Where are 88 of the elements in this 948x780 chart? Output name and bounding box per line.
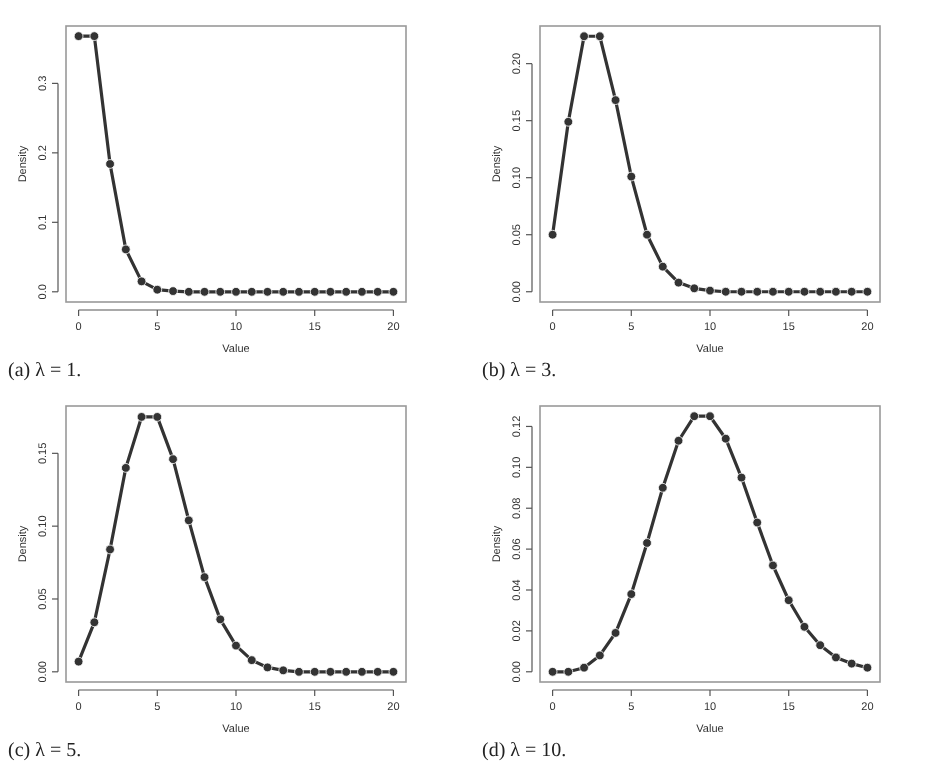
point: [689, 411, 700, 422]
point: [372, 286, 383, 297]
point: [231, 640, 241, 651]
point: [799, 622, 810, 632]
point: [783, 286, 794, 297]
point: [736, 286, 747, 297]
point: [309, 286, 320, 297]
point: [579, 31, 589, 42]
point: [215, 286, 226, 297]
point: [357, 286, 367, 297]
point: [846, 658, 857, 669]
point: [309, 667, 320, 677]
point: [610, 95, 621, 105]
point: [215, 614, 226, 625]
point: [595, 650, 605, 661]
point: [595, 31, 605, 42]
point: [341, 286, 351, 297]
point: [231, 286, 241, 297]
point: [547, 666, 558, 677]
point: [372, 667, 383, 677]
point: [73, 656, 84, 667]
point: [341, 667, 351, 677]
point: [152, 284, 163, 295]
point: [831, 652, 841, 663]
point: [705, 285, 715, 296]
point: [547, 229, 558, 240]
point: [199, 286, 210, 297]
point: [673, 277, 684, 288]
point: [642, 229, 652, 240]
point: [768, 286, 778, 297]
point: [626, 589, 637, 599]
point: [73, 31, 84, 41]
point: [388, 667, 399, 677]
point: [357, 667, 367, 677]
point: [136, 412, 147, 422]
point: [831, 286, 841, 297]
point: [815, 640, 825, 650]
point: [325, 667, 336, 677]
point: [325, 286, 336, 297]
point: [862, 662, 873, 673]
point: [720, 286, 731, 297]
point: [799, 286, 810, 297]
point: [610, 628, 621, 638]
text: (d) λ = 10.: [482, 740, 567, 762]
point: [626, 171, 637, 182]
text: (a) λ = 1.: [8, 360, 82, 382]
point: [152, 412, 163, 422]
point: [121, 463, 131, 473]
point: [752, 517, 763, 528]
point: [563, 666, 574, 677]
point: [183, 286, 194, 297]
point: [689, 283, 700, 294]
point: [705, 411, 715, 422]
point: [136, 276, 147, 287]
text: (b) λ = 3.: [482, 360, 557, 382]
point: [246, 286, 257, 297]
point: [199, 572, 210, 582]
point: [262, 286, 273, 297]
point: [105, 544, 115, 555]
point: [388, 286, 399, 297]
point: [657, 482, 668, 493]
point: [246, 655, 257, 665]
point: [262, 662, 273, 673]
point: [278, 665, 289, 676]
point: [294, 667, 304, 677]
point: [168, 454, 178, 464]
point: [563, 117, 574, 127]
point: [105, 159, 115, 169]
point: [168, 286, 178, 296]
point: [673, 435, 684, 446]
text: (c) λ = 5.: [8, 740, 82, 762]
point: [183, 515, 194, 526]
point: [89, 617, 100, 628]
point: [768, 560, 778, 571]
point: [752, 286, 763, 297]
point: [294, 286, 304, 297]
point: [278, 286, 289, 297]
point: [657, 261, 668, 272]
point: [121, 244, 131, 255]
point: [89, 31, 100, 41]
point: [642, 538, 652, 548]
point: [579, 662, 589, 673]
point: [846, 286, 857, 297]
point: [862, 286, 873, 297]
point: [720, 433, 731, 444]
point: [815, 286, 825, 297]
point: [783, 595, 794, 606]
point: [736, 472, 747, 483]
